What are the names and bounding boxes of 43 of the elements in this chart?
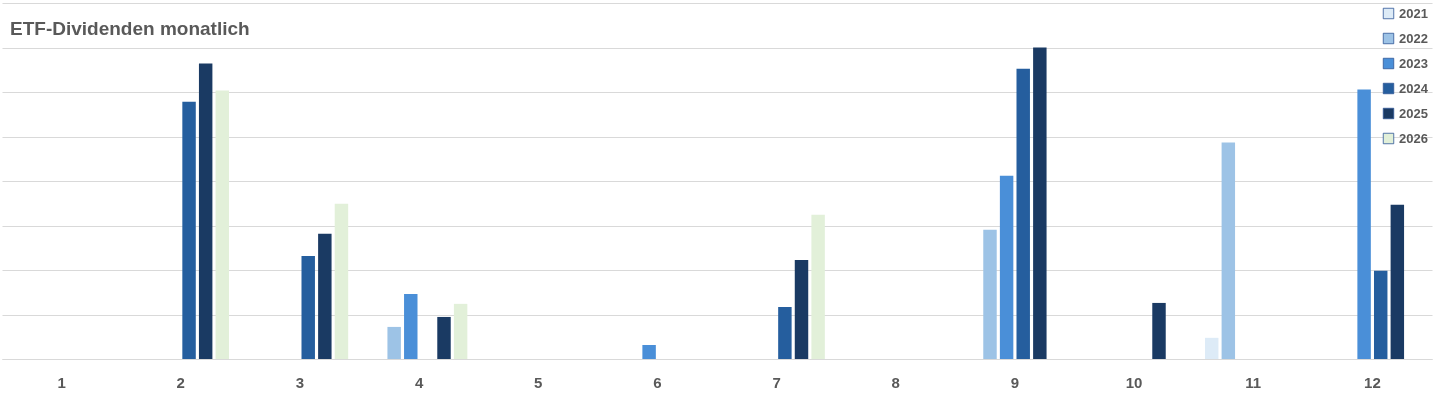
x-tick-label: 2 <box>176 373 185 391</box>
bar <box>318 233 332 359</box>
chart-title: ETF-Dividenden monatlich <box>10 18 250 39</box>
bar <box>1221 142 1236 359</box>
bar <box>811 214 825 359</box>
bar <box>198 63 213 359</box>
bar <box>1152 302 1166 359</box>
x-tick-label: 4 <box>414 373 424 391</box>
x-tick-label: 6 <box>653 373 662 391</box>
bar <box>334 203 349 359</box>
bar <box>437 316 451 359</box>
legend-label: 2021 <box>1399 5 1428 21</box>
legend-label: 2024 <box>1399 80 1429 96</box>
bar <box>215 90 230 359</box>
x-tick-label: 5 <box>534 373 543 391</box>
legend-label: 2025 <box>1399 105 1428 121</box>
bar <box>1204 337 1219 359</box>
legend-label: 2023 <box>1399 55 1428 71</box>
x-tick-label: 10 <box>1125 373 1143 391</box>
x-tick-label: 8 <box>891 373 900 391</box>
bar <box>1357 89 1371 359</box>
bar <box>999 175 1014 359</box>
bar <box>983 229 997 359</box>
legend-label: 2022 <box>1399 30 1428 46</box>
bar <box>182 101 196 359</box>
bar <box>1016 68 1030 359</box>
legend-label: 2026 <box>1399 130 1428 146</box>
bar <box>404 293 418 359</box>
bar <box>301 255 315 359</box>
x-tick-label: 11 <box>1245 373 1262 391</box>
x-tick-label: 12 <box>1364 373 1381 391</box>
bar <box>1373 270 1388 359</box>
x-tick-label: 9 <box>1010 373 1020 391</box>
bar <box>453 303 468 359</box>
bar <box>778 306 792 359</box>
x-tick-label: 3 <box>295 373 305 391</box>
x-tick-label: 1 <box>57 373 66 391</box>
bar <box>642 344 656 359</box>
bar <box>387 326 401 359</box>
bar <box>1033 47 1047 359</box>
bar <box>1390 204 1405 359</box>
x-tick-label: 7 <box>772 373 781 391</box>
bar <box>794 259 809 359</box>
